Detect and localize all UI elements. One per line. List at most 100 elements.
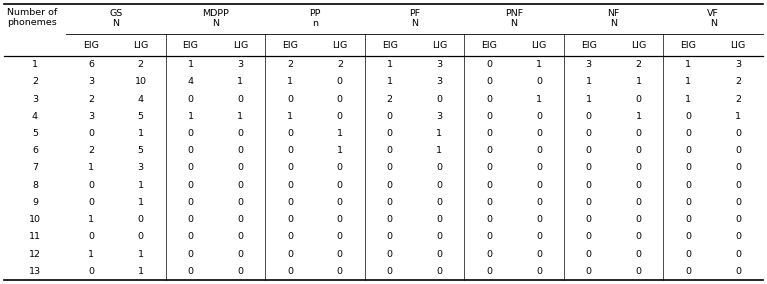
- Text: N: N: [212, 20, 219, 28]
- Text: 0: 0: [586, 129, 592, 138]
- Text: 0: 0: [187, 250, 193, 259]
- Text: 5: 5: [32, 129, 38, 138]
- Text: 0: 0: [586, 198, 592, 207]
- Text: 0: 0: [237, 198, 243, 207]
- Text: 0: 0: [187, 232, 193, 241]
- Text: 0: 0: [387, 112, 393, 121]
- Text: 0: 0: [387, 267, 393, 276]
- Text: 0: 0: [486, 232, 492, 241]
- Text: MDPP: MDPP: [202, 9, 229, 18]
- Text: 0: 0: [387, 129, 393, 138]
- Text: 0: 0: [237, 164, 243, 172]
- Text: 0: 0: [237, 215, 243, 224]
- Text: 1: 1: [337, 129, 343, 138]
- Text: 0: 0: [287, 232, 293, 241]
- Text: 0: 0: [337, 181, 343, 190]
- Text: 0: 0: [586, 164, 592, 172]
- Text: 9: 9: [32, 198, 38, 207]
- Text: 0: 0: [486, 181, 492, 190]
- Text: 11: 11: [29, 232, 41, 241]
- Text: 0: 0: [686, 129, 691, 138]
- Text: 0: 0: [735, 129, 741, 138]
- Text: 1: 1: [436, 129, 443, 138]
- Text: 0: 0: [636, 164, 641, 172]
- Text: 3: 3: [88, 77, 94, 86]
- Text: 0: 0: [636, 95, 641, 104]
- Text: 0: 0: [337, 95, 343, 104]
- Text: 1: 1: [88, 250, 94, 259]
- Text: 0: 0: [187, 95, 193, 104]
- Text: 5: 5: [138, 146, 143, 155]
- Text: 0: 0: [88, 129, 94, 138]
- Text: 2: 2: [32, 77, 38, 86]
- Text: 0: 0: [237, 95, 243, 104]
- Text: 0: 0: [237, 232, 243, 241]
- Text: 0: 0: [387, 215, 393, 224]
- Text: 0: 0: [486, 77, 492, 86]
- Text: 0: 0: [586, 215, 592, 224]
- Text: 0: 0: [436, 215, 443, 224]
- Text: LIG: LIG: [133, 41, 148, 49]
- Text: 10: 10: [29, 215, 41, 224]
- Text: 0: 0: [636, 129, 641, 138]
- Text: 0: 0: [187, 198, 193, 207]
- Text: 0: 0: [536, 77, 542, 86]
- Text: 0: 0: [735, 215, 741, 224]
- Text: 1: 1: [187, 60, 193, 69]
- Text: 0: 0: [686, 181, 691, 190]
- Text: 0: 0: [735, 146, 741, 155]
- Text: 1: 1: [586, 77, 592, 86]
- Text: 0: 0: [187, 146, 193, 155]
- Text: 0: 0: [536, 112, 542, 121]
- Text: 0: 0: [88, 267, 94, 276]
- Text: 0: 0: [287, 95, 293, 104]
- Text: PNF: PNF: [505, 9, 523, 18]
- Text: EIG: EIG: [83, 41, 99, 49]
- Text: 1: 1: [536, 60, 542, 69]
- Text: 0: 0: [686, 198, 691, 207]
- Text: 0: 0: [237, 181, 243, 190]
- Text: 0: 0: [486, 267, 492, 276]
- Text: 0: 0: [686, 232, 691, 241]
- Text: 2: 2: [735, 77, 741, 86]
- Text: 0: 0: [337, 215, 343, 224]
- Text: 0: 0: [536, 215, 542, 224]
- Text: EIG: EIG: [382, 41, 397, 49]
- Text: 0: 0: [536, 198, 542, 207]
- Text: 0: 0: [486, 250, 492, 259]
- Text: 0: 0: [486, 146, 492, 155]
- Text: 0: 0: [287, 215, 293, 224]
- Text: 0: 0: [337, 164, 343, 172]
- Text: 0: 0: [387, 250, 393, 259]
- Text: 0: 0: [636, 250, 641, 259]
- Text: 0: 0: [735, 267, 741, 276]
- Text: 1: 1: [32, 60, 38, 69]
- Text: 2: 2: [735, 95, 741, 104]
- Text: 0: 0: [436, 198, 443, 207]
- Text: 10: 10: [135, 77, 146, 86]
- Text: 0: 0: [486, 112, 492, 121]
- Text: 0: 0: [636, 181, 641, 190]
- Text: 0: 0: [187, 129, 193, 138]
- Text: 0: 0: [636, 267, 641, 276]
- Text: 1: 1: [636, 112, 641, 121]
- Text: 1: 1: [138, 267, 143, 276]
- Text: 2: 2: [287, 60, 293, 69]
- Text: 7: 7: [32, 164, 38, 172]
- Text: 0: 0: [536, 164, 542, 172]
- Text: 0: 0: [88, 232, 94, 241]
- Text: 1: 1: [686, 95, 691, 104]
- Text: 0: 0: [536, 232, 542, 241]
- Text: N: N: [112, 20, 120, 28]
- Text: 0: 0: [436, 164, 443, 172]
- Text: 1: 1: [387, 60, 393, 69]
- Text: 1: 1: [138, 129, 143, 138]
- Text: 0: 0: [536, 250, 542, 259]
- Text: 0: 0: [636, 232, 641, 241]
- Text: 1: 1: [138, 250, 143, 259]
- Text: N: N: [709, 20, 716, 28]
- Text: EIG: EIG: [680, 41, 696, 49]
- Text: 0: 0: [287, 181, 293, 190]
- Text: 0: 0: [436, 95, 443, 104]
- Text: 0: 0: [436, 181, 443, 190]
